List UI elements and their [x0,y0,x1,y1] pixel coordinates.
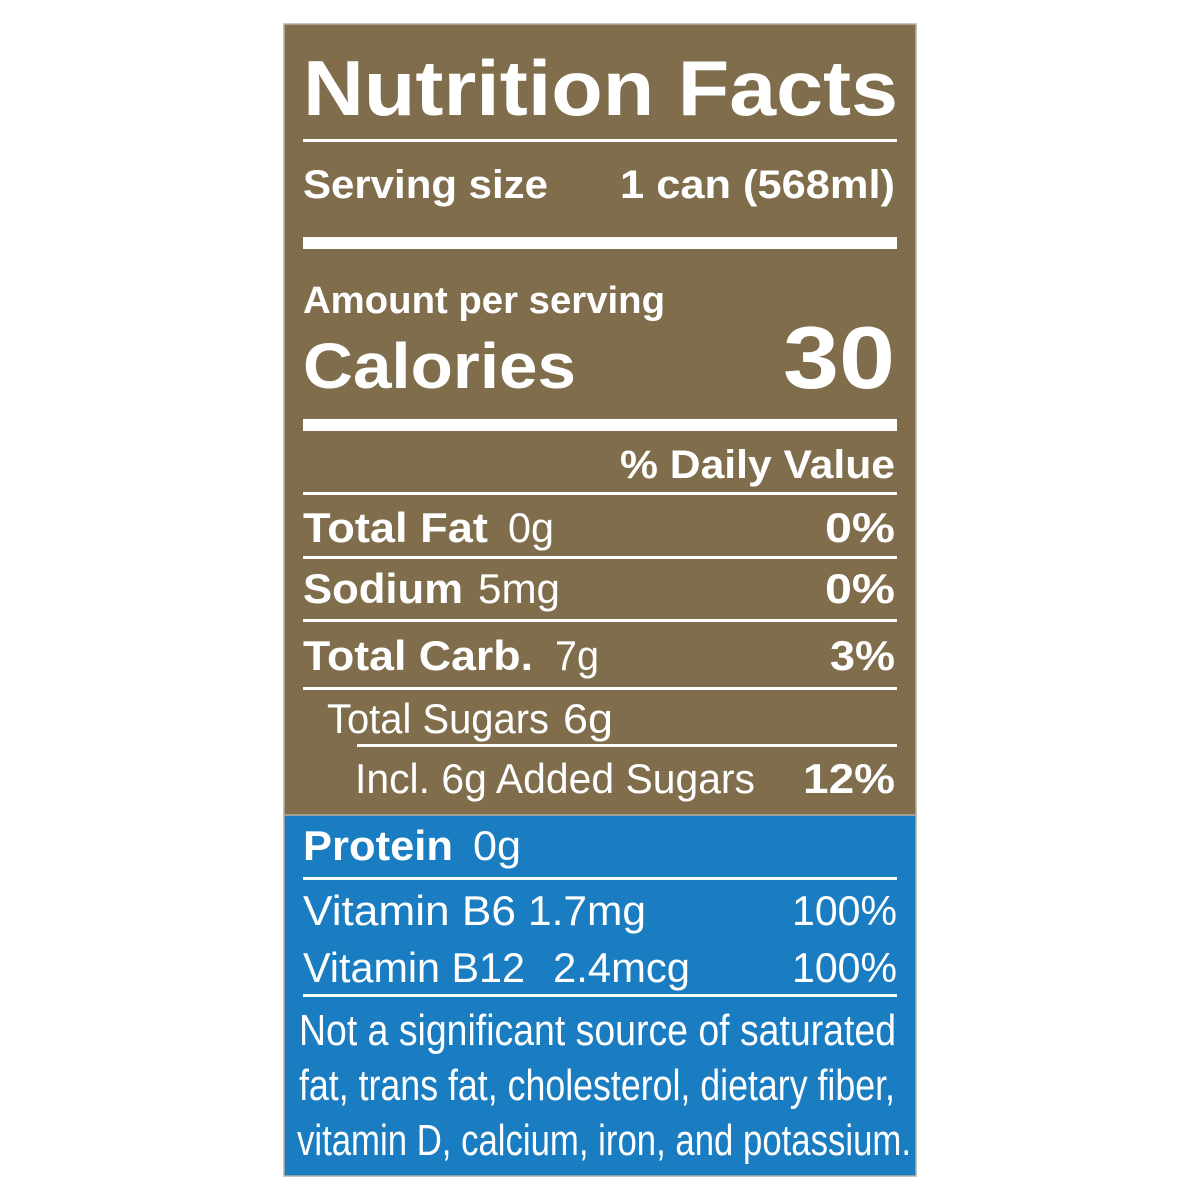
nutrient-name: Sodium [303,565,463,612]
thick-rule [303,419,897,431]
daily-value-header: % Daily Value [620,443,895,487]
rule [303,687,897,690]
nutrient-dv: 100% [792,944,897,991]
nutrient-dv: 100% [792,887,897,934]
thick-rule [303,237,897,249]
rule [303,139,897,142]
nutrient-dv: 12% [803,755,895,802]
rule [303,492,897,495]
nutrient-name: Total Sugars [327,695,549,742]
nutrient-dv: 0% [825,565,895,612]
nutrient-name: Incl. 6g Added Sugars [355,755,755,802]
nutrient-name: Vitamin B6 [303,887,516,934]
rule [303,877,897,880]
amount-per-serving: Amount per serving [303,280,665,322]
nutrient-dv: 3% [830,632,895,679]
rule [303,619,897,622]
rule [303,556,897,559]
nutrient-dv: 0% [825,504,895,551]
footnote-line: fat, trans fat, cholesterol, dietary fib… [299,1061,895,1110]
nutrient-name: Total Fat [303,504,488,551]
nutrient-name: Protein [303,822,453,869]
nutrient-name: Vitamin B12 [303,944,525,991]
serving-value: 1 can (568ml) [620,163,895,207]
footnote-line: vitamin D, calcium, iron, and potassium. [297,1116,911,1165]
calories-label: Calories [303,330,576,402]
nutrient-amount: 6g [563,695,613,742]
nutrient-amount: 7g [555,632,599,679]
nutrient-amount: 0g [508,504,554,551]
calories-value: 30 [783,308,895,407]
nutrient-amount: 1.7mg [528,887,646,934]
footnote-line: Not a significant source of saturated [299,1006,896,1055]
nutrient-name: Total Carb. [303,632,533,679]
nutrient-amount: 0g [473,822,521,869]
rule [357,744,897,747]
title: Nutrition Facts [303,44,898,132]
nutrient-amount: 2.4mcg [553,944,690,991]
rule [303,994,897,997]
nutrient-amount: 5mg [478,565,560,612]
serving-label: Serving size [303,163,548,207]
